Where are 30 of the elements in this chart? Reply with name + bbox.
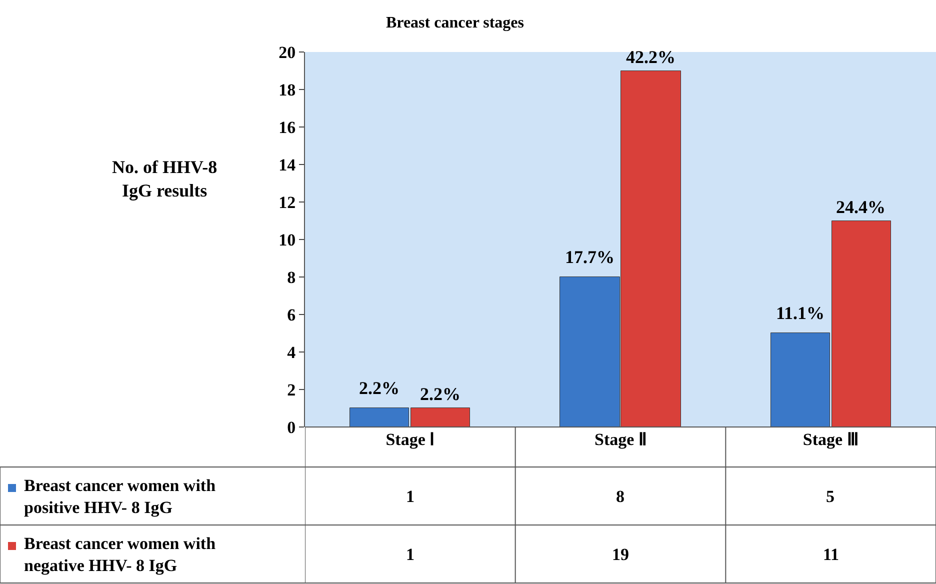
legend-label: Breast cancer women with negative HHV- 8 IgG [24,534,216,576]
data-label: 1 [406,545,414,564]
annotation: 24.4% [836,197,886,217]
y-tick-label: 16 [278,118,296,137]
legend-label: Breast cancer women with positive HHV- 8 IgG [24,476,216,518]
y-tick-label: 20 [278,42,296,62]
annotation: 11.1% [776,303,825,323]
data-label: 8 [616,487,624,506]
data-label: 19 [612,545,629,564]
y-tick-label: 14 [278,155,296,174]
annotation: 2.2% [359,378,400,398]
y-axis-title: No. of HHV-8 IgG results [112,157,218,200]
data-label: 11 [823,545,840,564]
y-tick-label: 4 [287,342,296,362]
y-tick-label: 0 [287,418,296,437]
data-label: 5 [826,487,834,506]
x-tick-label: Stage Ⅲ [802,430,859,449]
chart-title: Breast cancer stages [386,14,524,32]
y-tick-label: 6 [287,305,296,324]
y-tick-label: 12 [278,192,296,212]
y-tick-label: 10 [278,230,296,250]
y-tick-label: 8 [287,268,296,287]
x-tick-label: Stage Ⅱ [594,430,646,449]
y-tick-label: 18 [278,80,296,100]
annotation: 42.2% [626,47,676,67]
annotation: 17.7% [565,247,614,267]
annotation: 2.2% [420,384,460,404]
x-tick-label: Stage Ⅰ [386,430,435,449]
data-label: 1 [406,487,414,506]
y-tick-label: 2 [287,380,296,400]
